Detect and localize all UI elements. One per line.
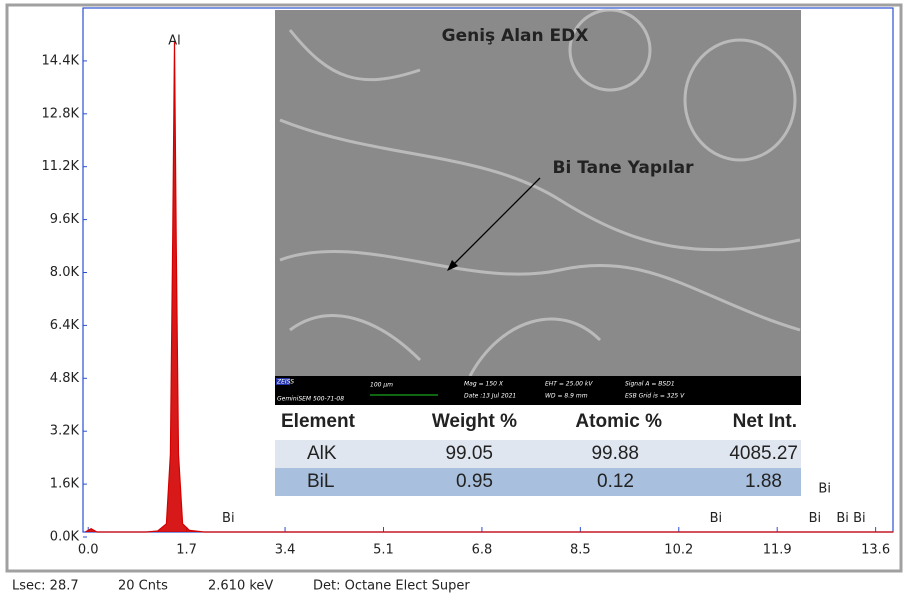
x-tick-label: 0.0 <box>78 543 99 558</box>
table-cell: 1.88 <box>745 471 782 492</box>
status-text: Lsec: 28.7 <box>12 579 79 594</box>
peak-label: Bi <box>853 511 866 526</box>
peak-label: Bi <box>710 511 723 526</box>
table-header: Element <box>281 411 356 432</box>
status-text: 2.610 keV <box>208 579 273 594</box>
table-cell: AlK <box>307 443 337 464</box>
page: 0.0K 1.6K 3.2K 4.8K 6.4K 8.0K 9.6K 11.2K 12.8K 14… <box>0 0 903 600</box>
table-row <box>275 440 801 468</box>
image-annotation: Bi Tane Yapılar <box>552 158 694 178</box>
info-text: 100 µm <box>370 382 393 389</box>
x-tick-label: 10.2 <box>664 543 693 558</box>
x-tick-label: 3.4 <box>275 543 296 558</box>
y-tick-label: 8.0K <box>50 265 80 280</box>
info-text: Signal A = BSD1 <box>625 381 675 388</box>
x-tick-label: 5.1 <box>373 543 394 558</box>
table-row <box>275 468 801 496</box>
info-text: WD = 8.9 mm <box>545 393 588 400</box>
table-cell: 4085.27 <box>729 443 798 464</box>
peak-label: Bi <box>809 511 822 526</box>
info-text: Mag = 150 X <box>464 381 504 388</box>
info-text: ZEISS <box>276 379 294 386</box>
y-tick-label: 4.8K <box>50 371 80 386</box>
peak-label: Bi <box>222 511 235 526</box>
y-tick-label: 9.6K <box>50 212 80 227</box>
peak-label: Bi <box>818 482 831 497</box>
y-tick-label: 3.2K <box>50 424 80 439</box>
y-tick-label: 14.4K <box>42 53 80 68</box>
table-header: Net Int. <box>733 411 797 432</box>
y-tick-label: 6.4K <box>50 318 80 333</box>
sem-image: Geniş Alan EDX Bi Tane Yapılar ZEISS Gem… <box>275 10 801 405</box>
info-text: ESB Grid is = 325 V <box>625 393 685 400</box>
x-tick-label: 1.7 <box>176 543 197 558</box>
image-title: Geniş Alan EDX <box>442 26 589 46</box>
x-tick-label: 13.6 <box>861 543 890 558</box>
info-text: GeminiSEM 500-71-08 <box>277 396 344 403</box>
table-header: Atomic % <box>575 411 662 432</box>
y-tick-label: 12.8K <box>42 106 80 121</box>
table-cell: BiL <box>307 471 334 492</box>
y-tick-label: 0.0K <box>50 530 80 545</box>
status-text: Det: Octane Elect Super <box>313 579 470 594</box>
peak-label: Al <box>168 34 181 49</box>
y-tick-label: 11.2K <box>42 159 80 174</box>
table-cell: 0.95 <box>456 471 493 492</box>
x-tick-label: 6.8 <box>472 543 493 558</box>
table-cell: 99.05 <box>445 443 493 464</box>
y-tick-label: 1.6K <box>50 477 80 492</box>
info-text: Date :13 Jul 2021 <box>464 393 516 400</box>
x-tick-label: 11.9 <box>763 543 792 558</box>
chart: 0.0K 1.6K 3.2K 4.8K 6.4K 8.0K 9.6K 11.2K 12.8K 14… <box>0 0 903 600</box>
table-header: Weight % <box>432 411 517 432</box>
table-cell: 0.12 <box>597 471 634 492</box>
status-text: 20 Cnts <box>118 579 168 594</box>
peak-label: Bi <box>836 511 849 526</box>
x-tick-label: 8.5 <box>570 543 591 558</box>
info-text: EHT = 25.00 kV <box>545 381 593 388</box>
table-cell: 99.88 <box>591 443 639 464</box>
results-table: Element Weight % Atomic % Net Int. AlK 9… <box>275 405 801 496</box>
info-bar <box>275 376 801 405</box>
status-bar: Lsec: 28.7 20 Cnts 2.610 keV Det: Octane… <box>12 579 470 594</box>
